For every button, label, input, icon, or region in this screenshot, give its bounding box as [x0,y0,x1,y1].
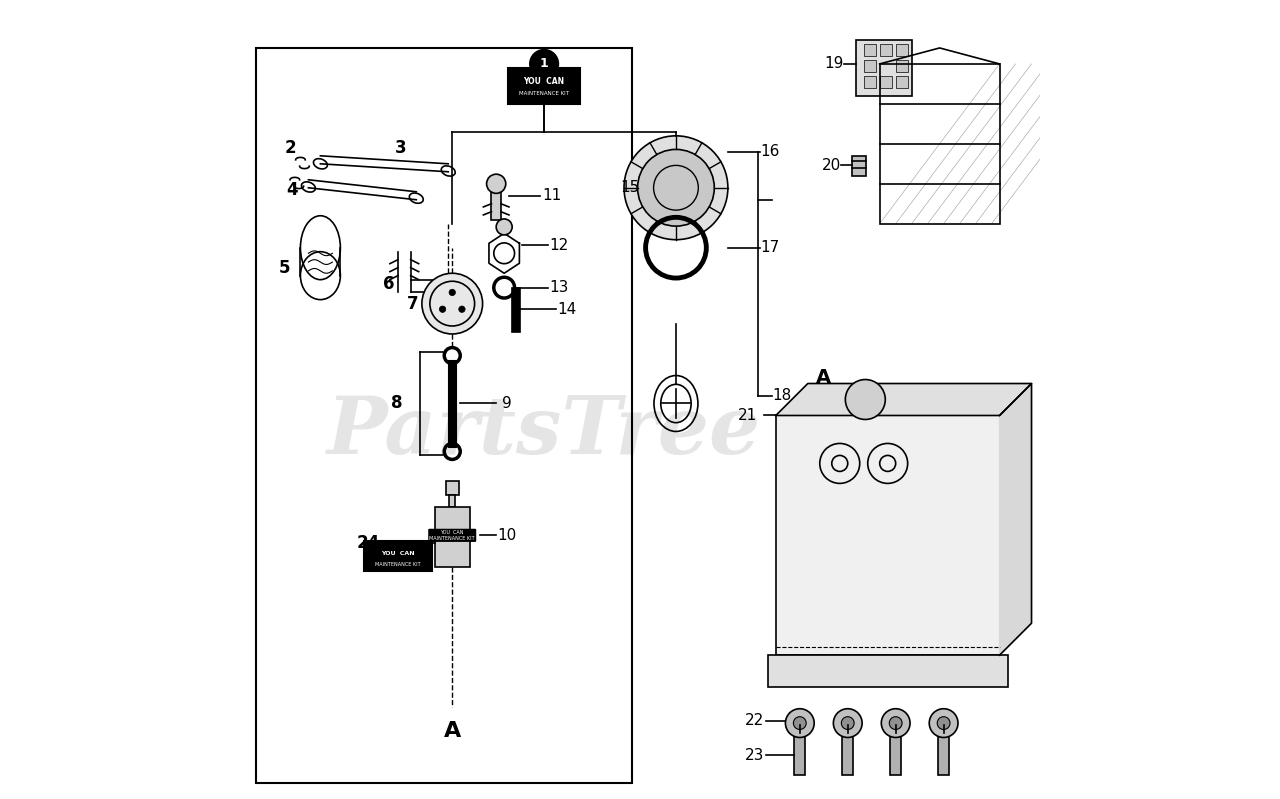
Text: 17: 17 [760,240,780,255]
Bar [879,76,892,88]
Circle shape [439,306,445,312]
Circle shape [937,717,950,729]
Text: A: A [817,368,831,388]
Circle shape [458,306,465,312]
Text: 14: 14 [557,302,576,316]
Text: 7: 7 [407,295,419,312]
Text: 8: 8 [390,395,402,412]
Text: 20: 20 [822,158,841,173]
Bar [864,44,876,56]
Bar [840,725,856,733]
Circle shape [841,717,854,729]
Text: A: A [444,721,461,741]
Bar [448,360,456,447]
Text: 6: 6 [383,275,394,292]
Text: 15: 15 [621,181,640,195]
Bar [879,64,1000,224]
Circle shape [422,273,483,334]
Text: 22: 22 [745,714,764,728]
Bar [776,415,1000,655]
Bar [896,60,908,72]
Bar [435,507,470,567]
Text: 19: 19 [824,57,844,71]
Polygon shape [1000,384,1032,655]
Text: 23: 23 [745,748,764,762]
Circle shape [786,709,814,737]
Bar [365,541,433,571]
Text: 21: 21 [739,408,758,423]
Bar [879,44,892,56]
Bar [936,725,951,733]
Text: YOU  CAN
MAINTENANCE KIT: YOU CAN MAINTENANCE KIT [429,530,475,541]
Bar [938,733,950,775]
Bar [794,733,805,775]
Text: 18: 18 [773,388,792,403]
Bar [888,725,904,733]
Bar [449,495,456,507]
Text: 10: 10 [497,528,516,543]
Bar [768,655,1007,687]
Circle shape [890,717,902,729]
Circle shape [833,709,863,737]
Bar [256,48,632,783]
Text: 3: 3 [394,139,406,157]
Circle shape [637,149,714,226]
Circle shape [929,709,957,737]
Text: 12: 12 [549,238,568,252]
Text: 4: 4 [287,181,298,199]
Circle shape [794,717,806,729]
Circle shape [497,219,512,235]
Text: 9: 9 [502,396,512,411]
Text: PartsTree: PartsTree [326,393,762,470]
Text: 24: 24 [357,535,380,552]
Bar [856,40,911,96]
Bar [864,76,876,88]
Circle shape [486,174,506,193]
Text: 5: 5 [279,259,291,276]
Bar [842,733,854,775]
Text: YOU  CAN: YOU CAN [524,77,564,86]
Bar [492,184,500,220]
Text: 16: 16 [760,145,780,159]
Bar [792,725,808,733]
Text: 2: 2 [284,139,296,157]
Circle shape [530,50,558,78]
Text: TM: TM [776,431,796,446]
Bar [851,156,867,176]
Circle shape [882,709,910,737]
Text: MAINTENANCE KIT: MAINTENANCE KIT [520,91,570,96]
Bar [445,481,458,495]
Circle shape [845,380,886,419]
Text: YOU  CAN: YOU CAN [381,551,415,556]
Text: MAINTENANCE KIT: MAINTENANCE KIT [375,562,421,567]
Text: 1: 1 [540,58,549,70]
Text: 13: 13 [549,280,568,295]
Text: 11: 11 [543,189,562,203]
Bar [864,60,876,72]
Circle shape [625,136,728,240]
Bar [508,68,580,104]
Bar [896,44,908,56]
Bar [512,288,520,332]
Bar [890,733,901,775]
Circle shape [449,289,456,296]
Bar [896,76,908,88]
Polygon shape [776,384,1032,415]
